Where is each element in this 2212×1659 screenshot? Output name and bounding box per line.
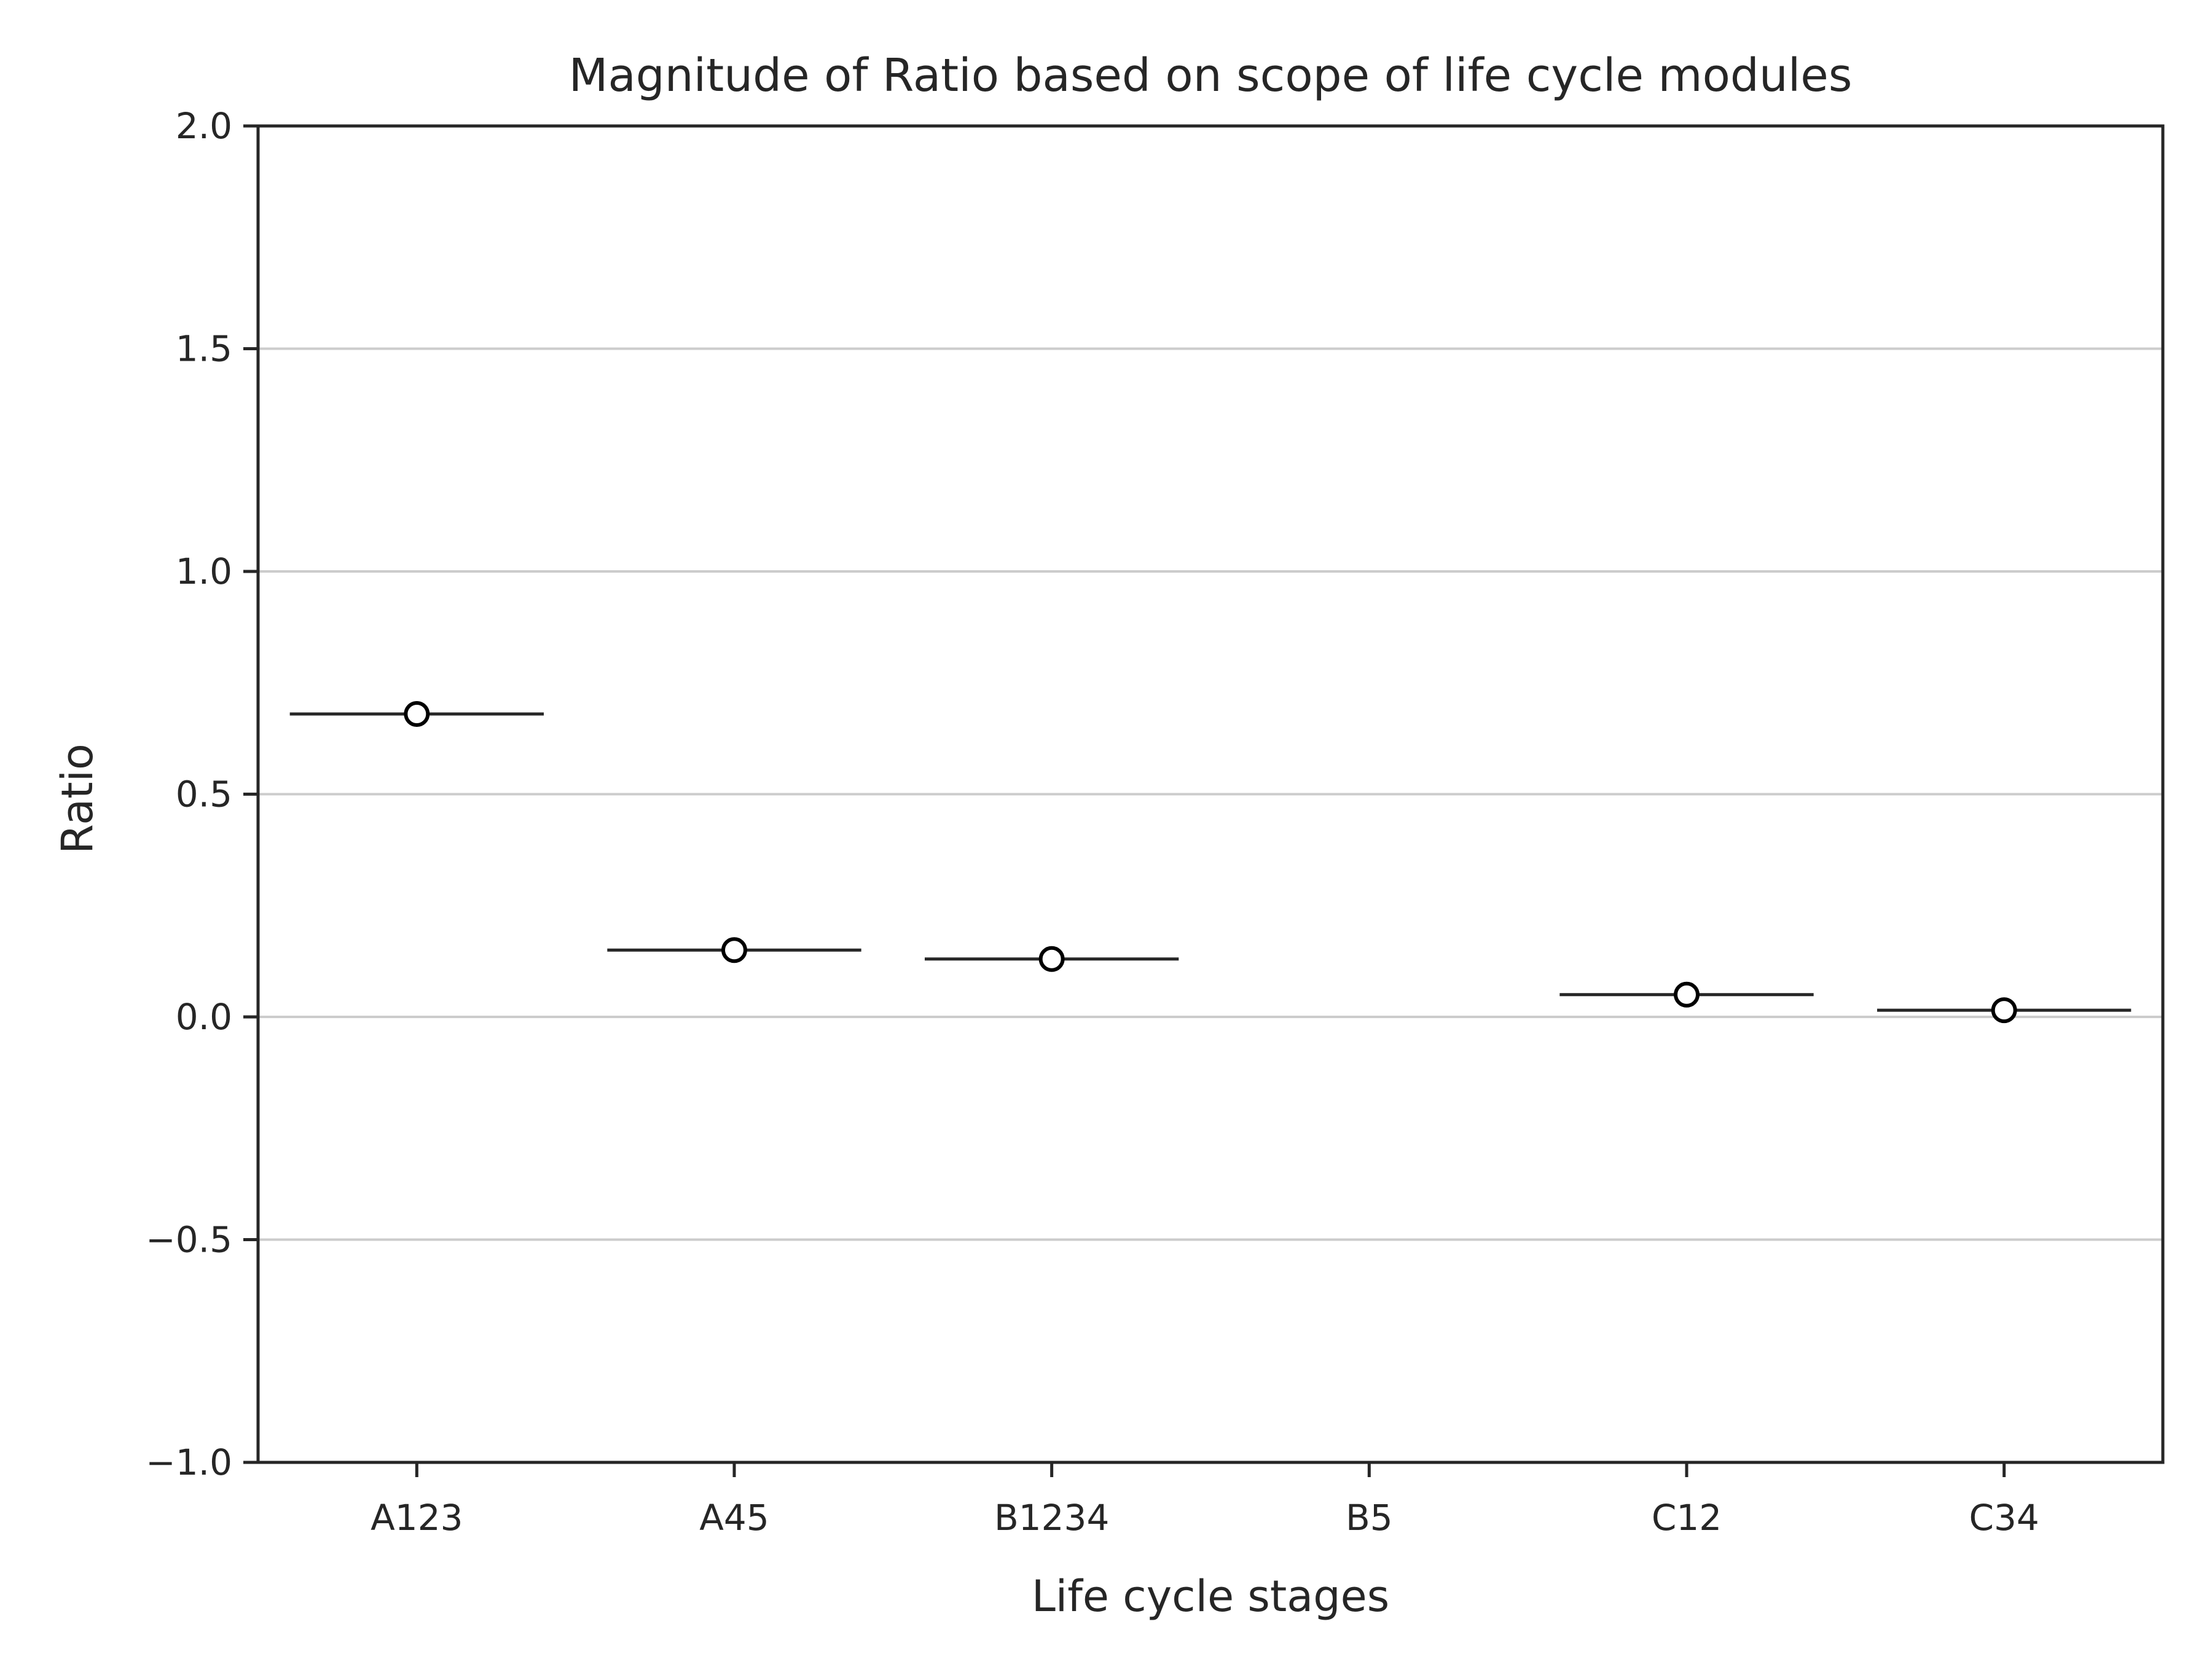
y-axis-label: Ratio [52,743,103,854]
x-tick-label: A123 [371,1497,463,1539]
data-point [404,701,430,727]
y-tick-label: 0.0 [176,996,232,1038]
x-tick-label: C34 [1969,1497,2039,1539]
data-point [1991,997,2017,1024]
x-tick-label: A45 [699,1497,769,1539]
data-series [289,701,2132,1024]
data-point [721,937,747,963]
y-tick-label: −1.0 [146,1441,232,1483]
x-axis-label: Life cycle stages [1032,1571,1389,1622]
data-point [1674,981,1700,1008]
y-tick-label: 1.5 [176,328,232,370]
data-point [1038,946,1065,972]
x-tick-label: C12 [1652,1497,1722,1539]
y-tick-label: −0.5 [146,1219,232,1261]
gridlines [258,347,2163,1241]
x-axis-ticks: A123 A45 B1234 B5 C12 C34 [371,1462,2039,1539]
y-tick-label: 1.0 [176,551,232,592]
x-tick-label: B5 [1346,1497,1393,1539]
y-tick-label: 2.0 [176,105,232,147]
y-axis-ticks: −1.0 −0.5 0.0 0.5 1.0 1.5 2.0 [146,105,258,1483]
y-tick-label: 0.5 [176,774,232,815]
chart-title: Magnitude of Ratio based on scope of lif… [569,49,1853,102]
x-tick-label: B1234 [994,1497,1109,1539]
